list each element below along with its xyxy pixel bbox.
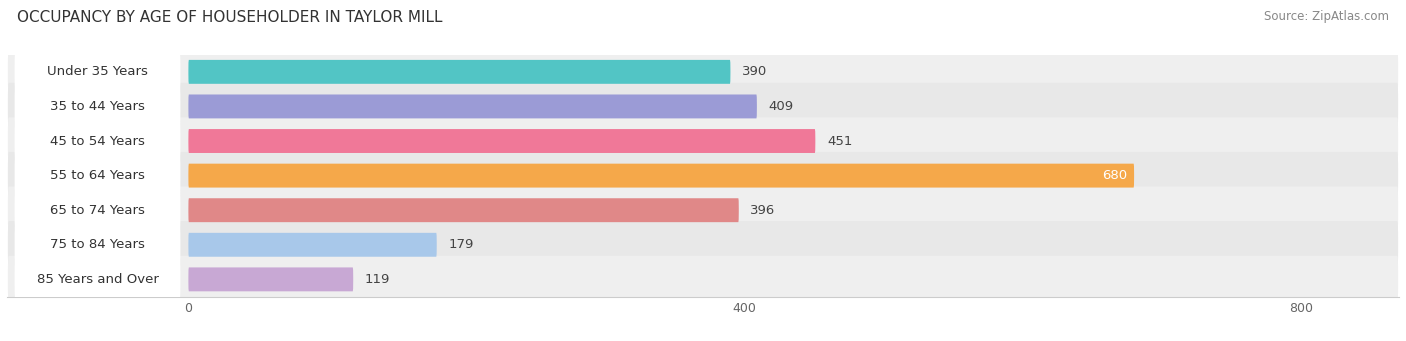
Text: 179: 179 (449, 238, 474, 251)
FancyBboxPatch shape (14, 258, 180, 300)
FancyBboxPatch shape (8, 256, 1398, 303)
FancyBboxPatch shape (188, 233, 437, 257)
FancyBboxPatch shape (8, 48, 1398, 95)
Text: 85 Years and Over: 85 Years and Over (37, 273, 159, 286)
FancyBboxPatch shape (188, 129, 815, 153)
FancyBboxPatch shape (188, 164, 1135, 188)
FancyBboxPatch shape (14, 120, 180, 162)
Text: 35 to 44 Years: 35 to 44 Years (51, 100, 145, 113)
FancyBboxPatch shape (188, 267, 353, 291)
FancyBboxPatch shape (8, 83, 1398, 130)
FancyBboxPatch shape (14, 51, 180, 93)
FancyBboxPatch shape (8, 152, 1398, 199)
Text: 396: 396 (751, 204, 776, 217)
FancyBboxPatch shape (188, 60, 731, 84)
FancyBboxPatch shape (188, 94, 756, 118)
Text: 55 to 64 Years: 55 to 64 Years (51, 169, 145, 182)
Text: 409: 409 (769, 100, 793, 113)
Text: 65 to 74 Years: 65 to 74 Years (51, 204, 145, 217)
Text: Source: ZipAtlas.com: Source: ZipAtlas.com (1264, 10, 1389, 23)
FancyBboxPatch shape (14, 224, 180, 266)
FancyBboxPatch shape (8, 117, 1398, 165)
FancyBboxPatch shape (14, 86, 180, 127)
Text: 75 to 84 Years: 75 to 84 Years (51, 238, 145, 251)
Text: 390: 390 (742, 65, 768, 78)
FancyBboxPatch shape (14, 189, 180, 231)
Text: 45 to 54 Years: 45 to 54 Years (51, 135, 145, 148)
Text: Under 35 Years: Under 35 Years (46, 65, 148, 78)
FancyBboxPatch shape (188, 198, 738, 222)
FancyBboxPatch shape (8, 221, 1398, 268)
FancyBboxPatch shape (14, 155, 180, 196)
Text: 680: 680 (1102, 169, 1128, 182)
Text: 451: 451 (827, 135, 852, 148)
FancyBboxPatch shape (8, 187, 1398, 234)
Text: OCCUPANCY BY AGE OF HOUSEHOLDER IN TAYLOR MILL: OCCUPANCY BY AGE OF HOUSEHOLDER IN TAYLO… (17, 10, 443, 25)
Text: 119: 119 (364, 273, 389, 286)
